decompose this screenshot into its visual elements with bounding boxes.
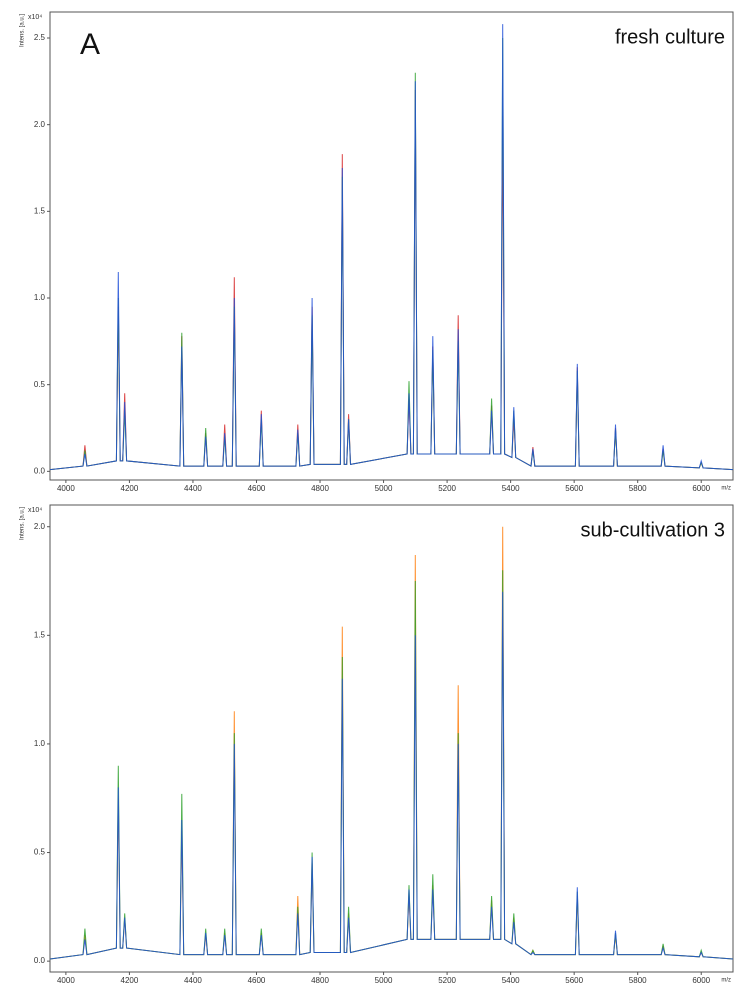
y-tick-label: 2.0	[34, 522, 46, 531]
x-tick-label: 4400	[184, 484, 202, 493]
x-tick-label: 5600	[565, 484, 583, 493]
x-tick-label: 5400	[502, 976, 520, 985]
spectrum-line	[49, 591, 734, 960]
x-tick-label: 5800	[629, 484, 647, 493]
spectrum-line	[49, 37, 734, 471]
y-axis-label: Intens. [a.u.]	[20, 507, 26, 540]
y-tick-label: 1.0	[34, 739, 46, 748]
x-tick-label: 4600	[248, 484, 266, 493]
x-tick-label: 4000	[57, 976, 75, 985]
x-tick-label: 4000	[57, 484, 75, 493]
spectrum-line	[49, 89, 734, 471]
x-tick-label: 6000	[692, 484, 710, 493]
y-tick-label: 0.0	[34, 466, 46, 475]
x-tick-label: 6000	[692, 976, 710, 985]
x-tick-label: 5000	[375, 976, 393, 985]
y-tick-label: 2.5	[34, 33, 46, 42]
x-tick-label: 4200	[121, 976, 139, 985]
y-tick-label: 1.5	[34, 630, 46, 639]
spectrum-line	[49, 526, 734, 960]
plot-frame	[49, 504, 734, 973]
y-tick-label: 1.5	[34, 206, 46, 215]
y-tick-label: 0.5	[34, 848, 46, 857]
x-axis-label: m/z	[721, 486, 731, 492]
y-tick-label: 2.0	[34, 120, 46, 129]
y-tick-label: 0.0	[34, 956, 46, 965]
x-tick-label: 5200	[438, 484, 456, 493]
x-tick-label: 4800	[311, 484, 329, 493]
x-tick-label: 5600	[565, 976, 583, 985]
panel-label: A	[80, 28, 100, 61]
y-tick-label: 0.5	[34, 380, 46, 389]
annotation: fresh culture	[615, 26, 725, 48]
y-tick-label: 1.0	[34, 293, 46, 302]
x-tick-label: 4800	[311, 976, 329, 985]
y-scale-label: x10⁴	[28, 14, 42, 21]
plot-frame	[49, 11, 734, 481]
x-tick-label: 4400	[184, 976, 202, 985]
x-tick-label: 4200	[121, 484, 139, 493]
spectrum-line	[49, 24, 734, 471]
x-tick-label: 5400	[502, 484, 520, 493]
spectrum-line	[49, 570, 734, 960]
x-tick-label: 5200	[438, 976, 456, 985]
x-tick-label: 5800	[629, 976, 647, 985]
y-axis-label: Intens. [a.u.]	[20, 14, 26, 47]
x-tick-label: 4600	[248, 976, 266, 985]
x-axis-label: m/z	[721, 978, 731, 984]
annotation: sub-cultivation 3	[580, 519, 725, 541]
y-scale-label: x10⁴	[28, 507, 42, 514]
x-tick-label: 5000	[375, 484, 393, 493]
